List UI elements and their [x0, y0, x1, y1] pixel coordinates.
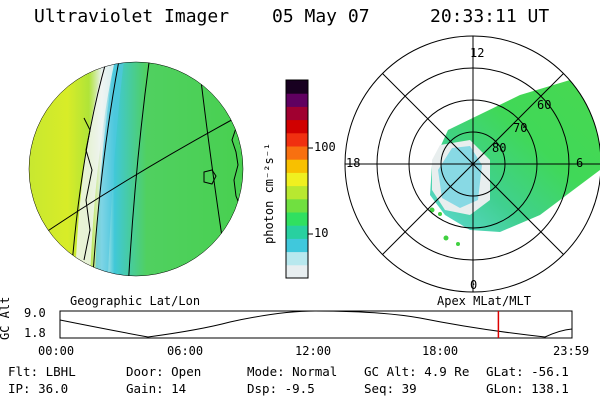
colorbar-tick-10: 10: [314, 226, 329, 240]
colorbar-segment: [286, 198, 308, 213]
mode-info: Mode: Normal: [247, 364, 338, 379]
colorbar-unit-label: photon cm⁻²s⁻¹: [262, 142, 276, 244]
gc-alt-info: GC Alt: 4.9 Re: [364, 364, 470, 379]
glon-info: GLon: 138.1: [486, 381, 569, 396]
colorbar-segment: [286, 172, 308, 187]
date-label: 05 May 07: [272, 6, 370, 27]
mlat-label-60: 60: [537, 98, 552, 112]
colorbar-segment: [286, 132, 308, 147]
colorbar-segment: [286, 251, 308, 266]
colorbar-segment: [286, 159, 308, 173]
colorbar-tick-100: 100: [314, 140, 336, 154]
xtick-0000: 00:00: [38, 344, 75, 358]
time-label: 20:33:11 UT: [430, 6, 550, 27]
xtick-0600: 06:00: [167, 344, 204, 358]
colorbar-segment: [286, 146, 308, 160]
mlat-label-70: 70: [513, 121, 528, 135]
gain-info: Gain: 14: [126, 381, 187, 396]
altitude-plot-frame: [59, 310, 573, 339]
mlat-label-80: 80: [492, 141, 507, 155]
glat-info: GLat: -56.1: [486, 364, 569, 379]
geographic-label: Geographic Lat/Lon: [70, 294, 201, 308]
apex-label: Apex MLat/MLT: [437, 294, 531, 308]
colorbar-segment: [286, 80, 308, 94]
xtick-2359: 23:59: [553, 344, 590, 358]
polar-image: [429, 80, 600, 246]
door-info: Door: Open: [126, 364, 202, 379]
colorbar: [286, 80, 308, 279]
colorbar-segment: [286, 106, 308, 121]
colorbar-segment: [286, 185, 308, 200]
xtick-1800: 18:00: [422, 344, 459, 358]
mlt-label-6: 6: [576, 156, 584, 170]
altitude-curve: [59, 310, 573, 338]
xtick-1200: 12:00: [295, 344, 332, 358]
polar-grid: [344, 35, 600, 293]
colorbar-segment: [286, 264, 308, 279]
colorbar-segment: [286, 238, 308, 253]
mlt-label-18: 18: [346, 156, 361, 170]
colorbar-segment: [286, 119, 308, 134]
filter-info: Flt: LBHL: [8, 364, 76, 379]
ip-info: IP: 36.0: [8, 381, 69, 396]
altitude-ytick-min: 1.8: [24, 326, 46, 340]
instrument-title: Ultraviolet Imager: [34, 6, 230, 27]
geographic-image: [29, 62, 243, 276]
dsp-info: Dsp: -9.5: [247, 381, 315, 396]
altitude-ytick-max: 9.0: [24, 306, 46, 320]
colorbar-segment: [286, 212, 308, 226]
seq-info: Seq: 39: [364, 381, 417, 396]
mlt-label-0: 0: [470, 278, 478, 292]
colorbar-segment: [286, 225, 308, 239]
colorbar-segment: [286, 93, 308, 107]
altitude-ylabel: GC Alt: [0, 296, 12, 340]
mlt-label-12: 12: [470, 46, 485, 60]
